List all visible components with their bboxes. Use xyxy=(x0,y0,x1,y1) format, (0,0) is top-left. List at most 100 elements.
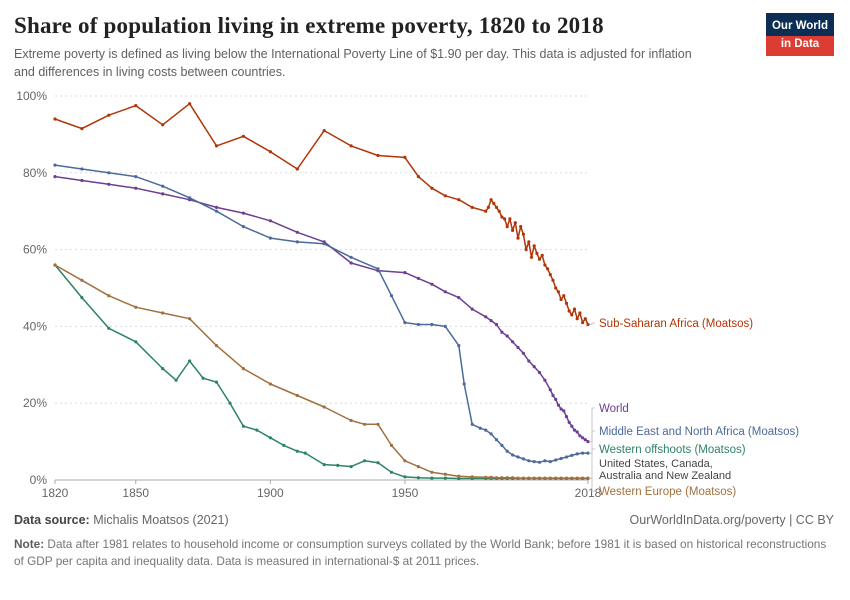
series-point xyxy=(581,476,585,480)
series-point xyxy=(500,443,504,447)
series-point xyxy=(214,144,219,148)
series-point xyxy=(430,186,434,190)
series-point xyxy=(572,428,577,432)
series-end-label-1[interactable]: World xyxy=(599,403,629,415)
series-point xyxy=(295,449,299,453)
series-point xyxy=(478,426,482,430)
series-point xyxy=(53,163,57,167)
series-point xyxy=(581,451,585,455)
series-point xyxy=(564,301,569,305)
label-connector xyxy=(590,322,595,325)
series-point xyxy=(322,129,326,133)
series-point xyxy=(389,470,394,474)
series-point xyxy=(586,451,590,455)
series-point xyxy=(322,242,326,246)
series-point xyxy=(416,465,420,469)
series-point xyxy=(551,278,555,282)
series-point xyxy=(241,211,245,215)
series-point xyxy=(457,198,461,202)
owid-logo[interactable]: Our World in Data xyxy=(766,13,834,56)
series-point xyxy=(575,317,579,321)
page-title: Share of population living in extreme po… xyxy=(14,13,604,38)
series-point xyxy=(578,434,582,438)
series-point xyxy=(516,455,520,459)
series-point xyxy=(500,215,504,219)
series-point xyxy=(564,476,569,480)
series-point xyxy=(494,322,499,327)
series-end-label-3[interactable]: Western offshoots (Moatsos) xyxy=(599,444,746,456)
series-line-2[interactable] xyxy=(54,164,589,464)
series-point xyxy=(505,225,509,229)
y-tick-label: 60% xyxy=(23,243,47,257)
series-point xyxy=(532,460,536,464)
series-point xyxy=(268,150,272,154)
series-point xyxy=(188,359,192,363)
series-point xyxy=(484,475,488,479)
series-end-label-4[interactable]: Western Europe (Moatsos) xyxy=(599,486,736,498)
series-point xyxy=(416,276,420,280)
series-point xyxy=(527,459,531,463)
owid-logo-our-world: Our World xyxy=(771,20,828,32)
series-point xyxy=(470,205,474,209)
series-point xyxy=(510,476,515,480)
series-end-label-0[interactable]: Sub-Saharan Africa (Moatsos) xyxy=(599,318,753,330)
series-point xyxy=(521,476,526,480)
attribution-link[interactable]: OurWorldInData.org/poverty | CC BY xyxy=(629,513,834,527)
series-point xyxy=(349,255,353,259)
series-point xyxy=(134,104,138,108)
series-point xyxy=(430,282,434,286)
series-point xyxy=(543,263,547,267)
series-line-1[interactable] xyxy=(54,175,589,443)
series-point xyxy=(363,422,367,426)
series-point xyxy=(567,420,571,424)
page-subtitle: Extreme poverty is defined as living bel… xyxy=(14,47,692,79)
series-line-0[interactable] xyxy=(54,102,589,326)
series-point xyxy=(80,278,84,282)
series-point xyxy=(543,459,547,463)
series-point xyxy=(161,184,165,188)
chart-area[interactable]: 0% 20% 40% 60% 80% 100% 1820 1850 1900 1950 2018 Su… xyxy=(0,83,850,503)
series-point xyxy=(529,255,534,259)
series-point xyxy=(214,380,219,384)
series-point xyxy=(503,217,507,221)
chart-svg[interactable]: 0% 20% 40% 60% 80% 100% 1820 1850 1900 1950 2018 Su… xyxy=(0,83,850,503)
label-connector xyxy=(590,407,595,443)
series-line-3[interactable] xyxy=(54,264,589,480)
series-point xyxy=(349,465,353,469)
series-point xyxy=(268,236,272,240)
series-point xyxy=(570,313,574,317)
series-point xyxy=(188,317,192,321)
series-point xyxy=(567,309,571,313)
series-point xyxy=(500,330,504,334)
series-point xyxy=(295,240,299,244)
series-point xyxy=(489,198,493,202)
series-point xyxy=(268,436,272,440)
series-point xyxy=(559,456,563,461)
series-line-4[interactable] xyxy=(54,264,589,479)
series-point xyxy=(562,294,566,298)
series-point xyxy=(376,461,380,465)
series-point xyxy=(572,307,577,311)
series-point xyxy=(376,267,380,271)
series-point xyxy=(241,225,245,229)
series-sub-label-line-1: Australia and New Zealand xyxy=(599,470,731,482)
series-end-label-2[interactable]: Middle East and North Africa (Moatsos) xyxy=(599,426,799,438)
series-point xyxy=(489,432,493,436)
series-point xyxy=(559,407,563,411)
series-point xyxy=(214,205,219,209)
series-point xyxy=(484,428,488,432)
series-point xyxy=(161,192,165,196)
series-point xyxy=(295,230,299,234)
series-point xyxy=(527,240,531,244)
series-point xyxy=(581,321,585,325)
series-point xyxy=(457,476,461,481)
series-point xyxy=(376,153,380,158)
series-point xyxy=(295,167,299,171)
series-point xyxy=(516,476,520,480)
header-text-block: Share of population living in extreme po… xyxy=(14,13,714,81)
series-point xyxy=(494,205,499,209)
series-point xyxy=(430,322,434,327)
series-point xyxy=(336,463,340,467)
series-point xyxy=(586,322,590,327)
series-point xyxy=(497,209,501,213)
